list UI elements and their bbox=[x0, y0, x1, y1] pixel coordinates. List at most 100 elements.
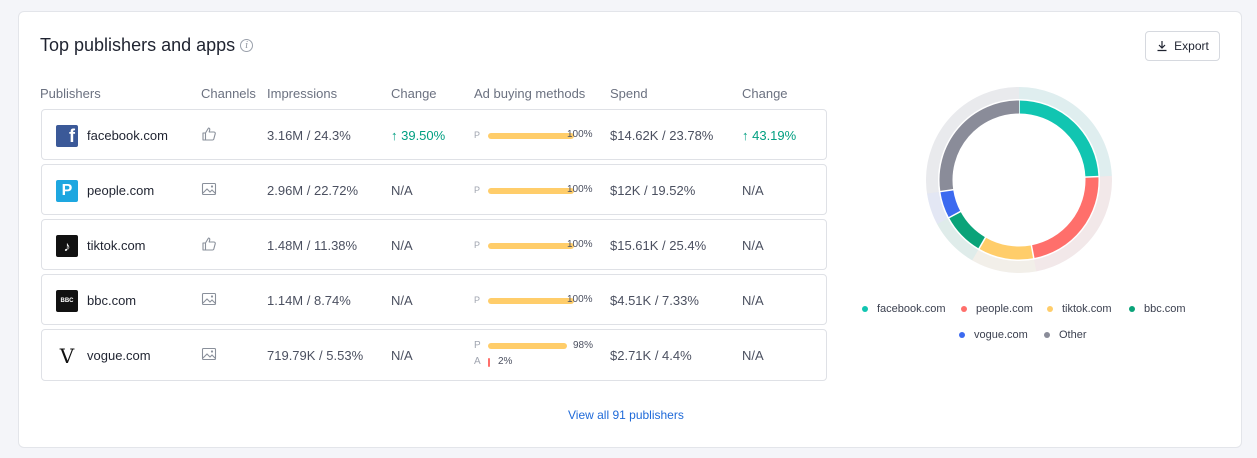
legend-label: people.com bbox=[976, 303, 1033, 315]
ad-method-percent: 100% bbox=[567, 184, 593, 195]
ad-method-label: A bbox=[474, 356, 481, 367]
legend-item-tiktok[interactable]: tiktok.com bbox=[1047, 303, 1112, 315]
thumbs-up-icon bbox=[201, 236, 217, 252]
image-icon bbox=[201, 346, 217, 362]
legend-label: tiktok.com bbox=[1062, 303, 1112, 315]
ad-method-label: P bbox=[474, 185, 481, 195]
donut-segment-halo-vogue bbox=[926, 191, 948, 225]
ad-method-label: P bbox=[474, 340, 481, 351]
top-publishers-card: Top publishers and apps i Export Publish… bbox=[18, 11, 1242, 448]
impressions-value: 1.14M / 8.74% bbox=[267, 293, 351, 308]
image-icon bbox=[201, 181, 217, 197]
donut-separator bbox=[977, 235, 987, 251]
publisher-name[interactable]: bbc.com bbox=[87, 293, 137, 308]
publisher-logo-vogue: V bbox=[56, 344, 78, 368]
legend-item-facebook[interactable]: facebook.com bbox=[862, 303, 945, 315]
donut-segment-facebook[interactable] bbox=[1018, 100, 1099, 178]
impressions-change: N/A bbox=[391, 293, 413, 308]
table-row[interactable]: f facebook.com 3.16M / 24.3% ↑ 39.50% P 100% $… bbox=[41, 109, 827, 160]
ad-method-percent: 100% bbox=[567, 129, 593, 140]
impressions-value: 1.48M / 11.38% bbox=[267, 238, 358, 253]
donut-halo-ring bbox=[926, 87, 1112, 273]
ad-method-label: P bbox=[474, 130, 481, 140]
spend-value: $15.61K / 25.4% bbox=[610, 238, 707, 253]
donut-separator bbox=[1083, 175, 1100, 178]
card-title-text: Top publishers and apps bbox=[40, 35, 236, 55]
impressions-change: N/A bbox=[391, 238, 413, 253]
spend-value: $4.51K / 7.33% bbox=[610, 293, 699, 308]
spend-value: $12K / 19.52% bbox=[610, 183, 696, 198]
export-label: Export bbox=[1174, 39, 1209, 53]
impressions-value: 3.16M / 24.3% bbox=[267, 128, 351, 143]
col-header-channels: Channels bbox=[201, 86, 256, 101]
impressions-value: 719.79K / 5.53% bbox=[267, 348, 364, 363]
spend-change: N/A bbox=[742, 238, 764, 253]
spend-change: ↑ 43.19% bbox=[742, 128, 797, 143]
donut-segment-halo-other bbox=[926, 87, 1020, 194]
ad-method-bar bbox=[488, 243, 574, 249]
donut-segment-tiktok[interactable] bbox=[978, 237, 1034, 260]
col-header-spend: Spend bbox=[610, 86, 648, 101]
donut-segment-vogue[interactable] bbox=[940, 189, 961, 218]
legend-label: Other bbox=[1059, 329, 1087, 341]
view-all-publishers-link[interactable]: View all 91 publishers bbox=[568, 408, 684, 422]
col-header-ad-buying-methods: Ad buying methods bbox=[474, 86, 586, 101]
col-header-publishers: Publishers bbox=[40, 86, 101, 101]
col-header-change: Change bbox=[391, 86, 437, 101]
legend-label: vogue.com bbox=[974, 329, 1028, 341]
legend-dot bbox=[1047, 306, 1053, 312]
spend-value: $2.71K / 4.4% bbox=[610, 348, 692, 363]
impressions-change: ↑ 39.50% bbox=[391, 128, 446, 143]
ad-method-bar bbox=[488, 298, 574, 304]
donut-segment-halo-people bbox=[1033, 175, 1112, 272]
download-icon bbox=[1157, 41, 1167, 52]
ad-method-bar bbox=[488, 133, 574, 139]
spend-change: N/A bbox=[742, 183, 764, 198]
donut-separator bbox=[1030, 243, 1035, 260]
legend-item-people[interactable]: people.com bbox=[961, 303, 1033, 315]
ad-method-bar bbox=[488, 343, 567, 349]
impressions-change: N/A bbox=[391, 183, 413, 198]
impressions-change: N/A bbox=[391, 348, 413, 363]
donut-segment-people[interactable] bbox=[1031, 176, 1099, 259]
legend-dot bbox=[1044, 332, 1050, 338]
publishers-donut-chart bbox=[926, 87, 1112, 273]
col-header-spend-change: Change bbox=[742, 86, 788, 101]
info-icon[interactable]: i bbox=[240, 39, 254, 52]
publisher-logo-facebook: f bbox=[56, 125, 78, 147]
ad-method-bar bbox=[488, 188, 574, 194]
legend-item-other[interactable]: Other bbox=[1044, 329, 1087, 341]
publisher-logo-bbc: BBC bbox=[56, 290, 78, 312]
publisher-name[interactable]: facebook.com bbox=[87, 128, 168, 143]
legend-dot bbox=[1129, 306, 1135, 312]
ad-method-bar bbox=[488, 358, 490, 367]
publisher-name[interactable]: vogue.com bbox=[87, 348, 151, 363]
table-row[interactable]: ♪ tiktok.com 1.48M / 11.38% N/A P 100% $15.61K… bbox=[41, 219, 827, 270]
donut-separator bbox=[938, 188, 955, 193]
col-header-impressions: Impressions bbox=[267, 86, 338, 101]
legend-dot bbox=[961, 306, 967, 312]
ad-method-percent: 98% bbox=[573, 340, 594, 351]
table-row[interactable]: BBC bbc.com 1.14M / 8.74% N/A P 100% $4.51K / … bbox=[41, 274, 827, 325]
donut-segment-halo-bbc bbox=[937, 218, 979, 261]
legend-dot bbox=[959, 332, 965, 338]
publisher-name[interactable]: people.com bbox=[87, 183, 155, 198]
donut-segment-bbc[interactable] bbox=[949, 211, 986, 249]
publisher-name[interactable]: tiktok.com bbox=[87, 238, 146, 253]
legend-label: bbc.com bbox=[1144, 303, 1186, 315]
spend-change: N/A bbox=[742, 293, 764, 308]
publisher-logo-tiktok: ♪ bbox=[56, 235, 78, 257]
donut-segment-halo-facebook bbox=[1018, 87, 1112, 177]
ad-method-percent: 100% bbox=[567, 239, 593, 250]
export-button[interactable]: Export bbox=[1145, 31, 1220, 61]
donut-separator bbox=[947, 210, 963, 220]
legend-item-vogue[interactable]: vogue.com bbox=[959, 329, 1028, 341]
ad-method-percent: 100% bbox=[567, 294, 593, 305]
legend-item-bbc[interactable]: bbc.com bbox=[1129, 303, 1186, 315]
donut-segment-other[interactable] bbox=[939, 100, 1020, 192]
ad-method-percent: 2% bbox=[498, 356, 513, 367]
publisher-logo-people: P bbox=[56, 180, 78, 202]
thumbs-up-icon bbox=[201, 126, 217, 142]
